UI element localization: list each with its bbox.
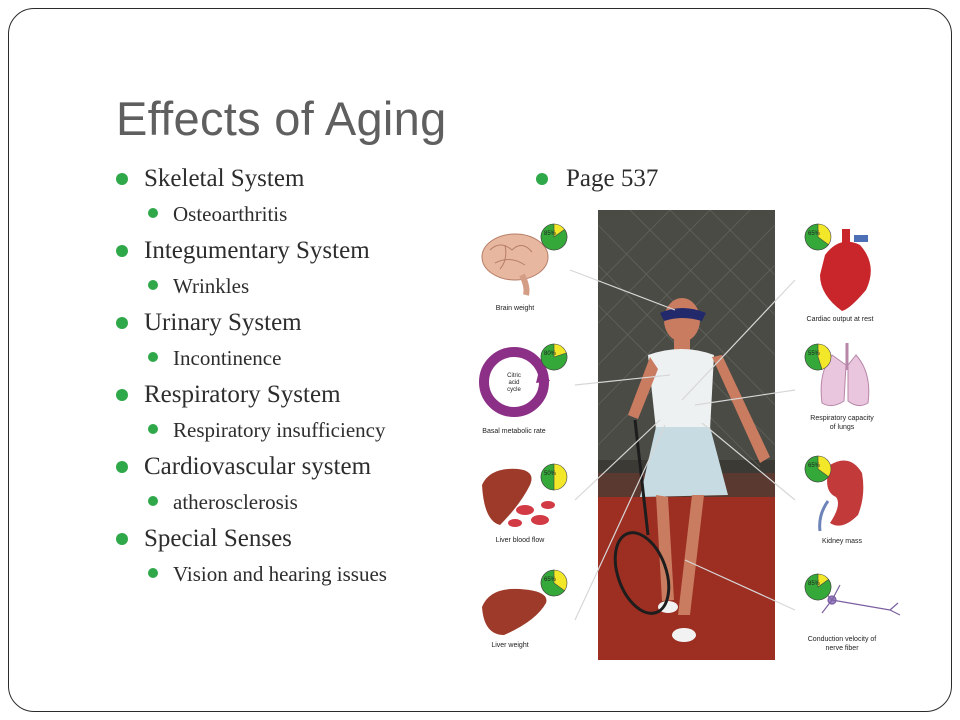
pie-percent-label: 50%	[544, 471, 557, 477]
figure-canvas: 85% Brain weight Citric acid cycle 80% B…	[479, 209, 901, 660]
kidney-mass-label: Kidney mass	[822, 538, 863, 545]
bullet-dot	[148, 568, 158, 578]
citric-acid-cycle-icon: Citric acid cycle	[479, 347, 550, 417]
nerve-conduction-panel: 85% Conduction velocity of nerve fiber	[804, 573, 901, 652]
bullet-dot	[116, 389, 128, 401]
liver-blood-icon	[482, 468, 555, 527]
bullet-dot	[116, 533, 128, 545]
pie-percent-label: 65%	[808, 463, 821, 469]
pie-basal-metabolic-rate: 80%	[540, 343, 568, 371]
sub-bullet-item: Respiratory insufficiency	[116, 413, 476, 449]
liver-weight-panel: 65% Liver weight	[482, 569, 568, 649]
pie-filled-slice	[804, 455, 829, 483]
svg-text:Citric: Citric	[507, 373, 521, 379]
cardiac-output-label: Cardiac output at rest	[807, 316, 874, 323]
pie-respiratory-capacity: 55%	[804, 343, 832, 371]
slide: Effects of Aging Skeletal System Osteoar…	[8, 8, 952, 712]
nerve-conduction-label-line2: nerve fiber	[825, 645, 859, 652]
sub-bullet-item: Wrinkles	[116, 269, 476, 305]
kidney-icon	[818, 460, 864, 532]
bullet-item: Respiratory System	[116, 377, 476, 413]
respiratory-capacity-label-line1: Respiratory capacity	[810, 415, 874, 422]
svg-text:cycle: cycle	[507, 387, 521, 393]
pie-filled-slice	[540, 569, 565, 597]
connector-lines	[569, 269, 796, 621]
lungs-icon	[820, 343, 870, 407]
pie-nerve-conduction: 85%	[804, 573, 832, 601]
pie-filled-slice	[540, 463, 555, 491]
pie-percent-label: 65%	[808, 231, 821, 237]
bullet-item: Integumentary System	[116, 233, 476, 269]
sub-bullet-item: Osteoarthritis	[116, 197, 476, 233]
liver-weight-label: Liver weight	[491, 642, 528, 649]
bullet-dot	[116, 173, 128, 185]
pie-percent-label: 85%	[544, 231, 557, 237]
liver-blood-flow-label: Liver blood flow	[496, 537, 546, 544]
pie-filled-slice	[804, 573, 832, 601]
pie-filled-slice	[540, 343, 568, 371]
cardiac-output-panel: 65% Cardiac output at rest	[804, 223, 874, 323]
brain-weight-label: Brain weight	[496, 305, 535, 312]
bullet-dot	[116, 317, 128, 329]
pie-percent-label: 80%	[544, 351, 557, 357]
bullet-dot	[148, 352, 158, 362]
tennis-player-photo	[597, 209, 776, 660]
bullet-list: Skeletal System Osteoarthritis Integumen…	[116, 161, 476, 593]
bullet-item: Special Senses	[116, 521, 476, 557]
pie-filled-slice	[804, 223, 829, 251]
respiratory-capacity-panel: 55% Respiratory capacity of lungs	[804, 343, 874, 431]
bullet-item: Skeletal System	[116, 161, 476, 197]
kidney-mass-panel: 65% Kidney mass	[804, 455, 864, 545]
liver-icon	[482, 588, 547, 635]
respiratory-capacity-label-line2: of lungs	[830, 424, 855, 431]
pie-brain-weight: 85%	[540, 223, 568, 251]
basal-metabolic-rate-panel: Citric acid cycle 80% Basal metabolic ra…	[479, 343, 568, 435]
bullet-item: Urinary System	[116, 305, 476, 341]
basal-metabolic-rate-label: Basal metabolic rate	[482, 428, 546, 435]
pie-percent-label: 65%	[544, 577, 557, 583]
bullet-dot	[148, 424, 158, 434]
sub-bullet-item: Incontinence	[116, 341, 476, 377]
nerve-conduction-label-line1: Conduction velocity of	[808, 636, 877, 643]
bullet-dot	[148, 496, 158, 506]
pie-kidney-mass: 65%	[804, 455, 832, 483]
bullet-dot	[148, 280, 158, 290]
brain-weight-panel: 85% Brain weight	[481, 223, 568, 312]
brain-icon	[481, 233, 549, 296]
slide-title: Effects of Aging	[116, 92, 447, 145]
bullet-dot	[116, 245, 128, 257]
bullet-item: Cardiovascular system	[116, 449, 476, 485]
sub-bullet-item: atherosclerosis	[116, 485, 476, 521]
heart-icon	[820, 229, 871, 311]
pie-liver-blood-flow: 50%	[540, 463, 568, 491]
bullet-dot	[148, 208, 158, 218]
neuron-icon	[819, 584, 901, 616]
page-reference: Page 537	[536, 161, 658, 197]
sub-bullet-item: Vision and hearing issues	[116, 557, 476, 593]
bullet-dot	[536, 173, 548, 185]
aging-organ-figure: 85% Brain weight Citric acid cycle 80% B…	[470, 205, 910, 660]
pie-filled-slice	[804, 343, 823, 371]
pie-percent-label: 85%	[808, 581, 821, 587]
pie-cardiac-output: 65%	[804, 223, 832, 251]
bullet-dot	[116, 461, 128, 473]
liver-blood-flow-panel: 50% Liver blood flow	[482, 463, 568, 544]
svg-text:acid: acid	[508, 380, 519, 386]
pie-liver-weight: 65%	[540, 569, 568, 597]
pie-filled-slice	[540, 223, 568, 251]
pie-percent-label: 55%	[808, 351, 821, 357]
